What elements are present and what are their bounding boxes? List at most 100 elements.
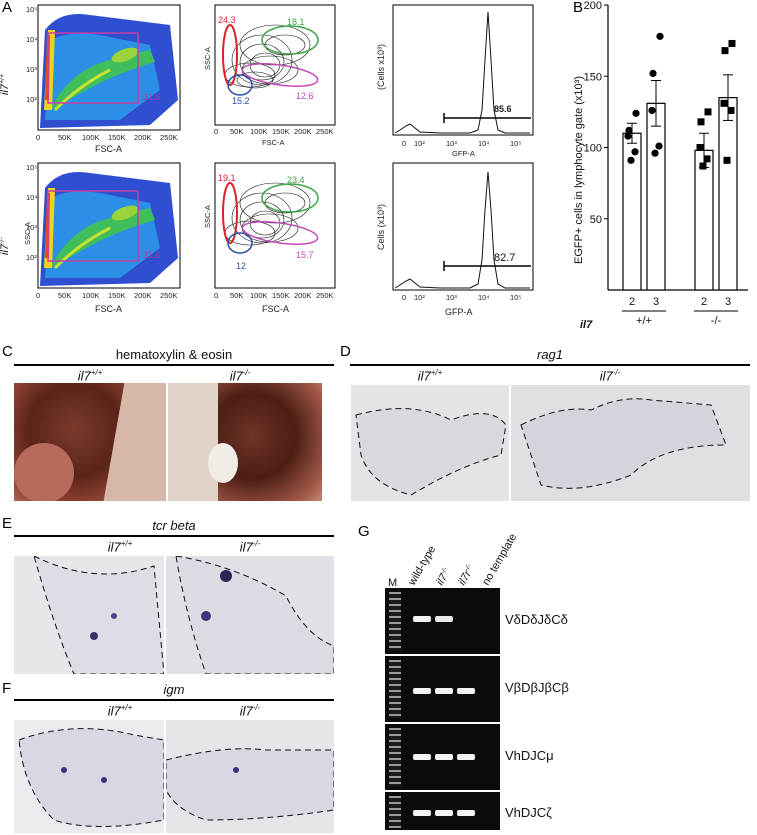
igm-image-mutant bbox=[166, 720, 334, 833]
contour-bottom-blue-value: 12 bbox=[236, 261, 246, 271]
y-tick-label: 100 bbox=[584, 143, 602, 155]
contour-top-x-ticks: 0 50K 100K 150K 200K 250K bbox=[214, 127, 334, 136]
svg-text:10⁴: 10⁴ bbox=[26, 193, 38, 202]
bar-2 bbox=[694, 149, 714, 291]
x-tick-label-3: 3 bbox=[725, 296, 731, 308]
gel-row-4 bbox=[385, 792, 500, 830]
chart-group-axis-label: il7 bbox=[580, 319, 593, 331]
dotplot-top-y-ticks: 10⁵ 10⁴ 10³ 10² bbox=[26, 5, 38, 104]
gate-value-bottom: 31.6 bbox=[143, 250, 161, 260]
panel-label-c: C bbox=[2, 343, 13, 360]
svg-text:0: 0 bbox=[214, 127, 218, 136]
dotplot-bottom-x-ticks: 0 50K 100K 150K 200K 250K bbox=[36, 291, 178, 300]
contour-top-green-value: 18.1 bbox=[287, 17, 305, 27]
dotplot-top-x-ticks: 0 50K 100K 150K 200K 250K bbox=[36, 133, 178, 142]
contour-top: 24.3 18.1 15.2 12.6 bbox=[214, 4, 336, 126]
group-label-0: +/+ bbox=[636, 315, 652, 327]
panel-label-e: E bbox=[2, 515, 13, 532]
svg-text:200K: 200K bbox=[294, 291, 312, 300]
histogram-bottom-y-label: Cells (x10³) bbox=[376, 204, 386, 250]
data-point-2-4 bbox=[699, 162, 707, 170]
contour-bottom-magenta-value: 15.7 bbox=[296, 250, 314, 260]
contour-bottom: 19.1 23.4 12 15.7 bbox=[214, 162, 336, 289]
svg-text:150K: 150K bbox=[108, 291, 126, 300]
panel-label-a: A bbox=[2, 0, 13, 16]
row1-genotype-label: il7+/+ bbox=[0, 74, 11, 95]
tcr-beta-image-mutant bbox=[166, 556, 334, 674]
contour-top-blue-value: 15.2 bbox=[232, 96, 250, 106]
contour-top-magenta-value: 12.6 bbox=[296, 91, 314, 101]
svg-text:250K: 250K bbox=[160, 291, 178, 300]
chart-y-axis-label: EGFP+ cells in lymphocyte gate (x10³) bbox=[573, 76, 585, 264]
histogram-bottom-x-label: GFP-A bbox=[445, 307, 473, 317]
svg-text:10⁵: 10⁵ bbox=[26, 163, 37, 172]
data-point-3-4 bbox=[723, 156, 731, 164]
panel-a-flow-plots: il7+/+ il7-/- 31.6 SSC-A 10⁵ 10⁴ 10³ 10²… bbox=[0, 4, 534, 317]
lymphocyte-gate-bottom bbox=[47, 190, 139, 262]
histogram-top-y-label: (Cells x10³) bbox=[376, 44, 386, 90]
contour-top-fsc-label: FSC-A bbox=[262, 138, 285, 147]
group-label-1: -/- bbox=[711, 315, 722, 327]
svg-text:150K: 150K bbox=[272, 291, 290, 300]
dotplot-bottom-y-ticks: 10⁵ 10⁴ 10³ 10² bbox=[26, 163, 38, 262]
panel-d-left-label: il7+/+ bbox=[417, 368, 443, 384]
histogram-top-x-ticks: 0 10² 10³ 10⁴ 10⁵ bbox=[402, 139, 521, 148]
data-point-0-0 bbox=[632, 109, 640, 117]
svg-text:10⁴: 10⁴ bbox=[478, 139, 490, 148]
svg-text:10⁴: 10⁴ bbox=[478, 293, 490, 302]
svg-text:50K: 50K bbox=[230, 127, 243, 136]
svg-text:50K: 50K bbox=[230, 291, 243, 300]
data-point-0-3 bbox=[631, 148, 639, 156]
data-point-2-3 bbox=[703, 155, 711, 163]
svg-text:200K: 200K bbox=[134, 133, 152, 142]
panel-f-right-label: il7-/- bbox=[239, 703, 261, 719]
bar-0 bbox=[622, 132, 642, 291]
data-point-2-0 bbox=[704, 108, 712, 116]
gel-label-row-2: VβDβJβCβ bbox=[505, 680, 569, 695]
gel-label-row-3: VhDJCμ bbox=[505, 748, 554, 763]
igm-image-wildtype bbox=[14, 720, 164, 833]
panel-f-rule bbox=[14, 699, 334, 701]
data-point-1-0 bbox=[656, 32, 664, 40]
data-point-1-4 bbox=[651, 149, 659, 157]
x-tick-label-0: 2 bbox=[629, 296, 635, 308]
contour-top-ssc-label: SSC-A bbox=[203, 47, 212, 70]
lane-label-no-template: no template bbox=[480, 532, 519, 588]
bar-3 bbox=[718, 97, 738, 291]
svg-text:250K: 250K bbox=[316, 291, 334, 300]
data-point-2-2 bbox=[696, 144, 704, 151]
lane-label-il7r: il7r-/- bbox=[456, 562, 477, 587]
gel-row-3 bbox=[385, 724, 500, 790]
data-point-1-1 bbox=[649, 69, 657, 77]
data-point-1-2 bbox=[648, 106, 656, 115]
data-point-1-3 bbox=[655, 142, 663, 150]
x-tick-label-2: 2 bbox=[701, 296, 707, 308]
y-tick-label: 200 bbox=[584, 0, 602, 12]
histogram-top: 85.6 bbox=[392, 4, 534, 136]
svg-text:0: 0 bbox=[402, 139, 406, 148]
svg-text:10⁵: 10⁵ bbox=[510, 293, 521, 302]
data-point-2-1 bbox=[697, 118, 705, 126]
svg-text:0: 0 bbox=[402, 293, 406, 302]
svg-text:10²: 10² bbox=[26, 95, 37, 104]
svg-text:10⁵: 10⁵ bbox=[26, 5, 37, 14]
gel-row-2 bbox=[385, 656, 500, 722]
svg-text:10²: 10² bbox=[414, 293, 425, 302]
contour-bottom-green-value: 23.4 bbox=[287, 175, 305, 185]
panel-c-title: hematoxylin & eosin bbox=[115, 347, 233, 362]
histogram-top-x-label: GFP-A bbox=[452, 149, 475, 158]
tcr-beta-image-wildtype bbox=[14, 556, 164, 674]
panel-e-right-label: il7-/- bbox=[239, 539, 261, 555]
svg-text:200K: 200K bbox=[134, 291, 152, 300]
panel-e-rule bbox=[14, 535, 334, 537]
panel-label-f: F bbox=[2, 680, 12, 697]
contour-bottom-x-ticks: 0 50K 100K 150K 200K 250K bbox=[214, 291, 334, 300]
x-tick-label-1: 3 bbox=[653, 296, 659, 308]
he-image-mutant bbox=[168, 383, 322, 501]
svg-text:0: 0 bbox=[36, 133, 40, 142]
rag1-image-wildtype bbox=[351, 385, 509, 501]
data-point-3-2 bbox=[720, 99, 728, 107]
svg-text:10²: 10² bbox=[414, 139, 425, 148]
histogram-bottom-x-ticks: 0 10² 10³ 10⁴ 10⁵ bbox=[402, 293, 521, 302]
fsc-axis-label-bottom: FSC-A bbox=[95, 304, 122, 314]
